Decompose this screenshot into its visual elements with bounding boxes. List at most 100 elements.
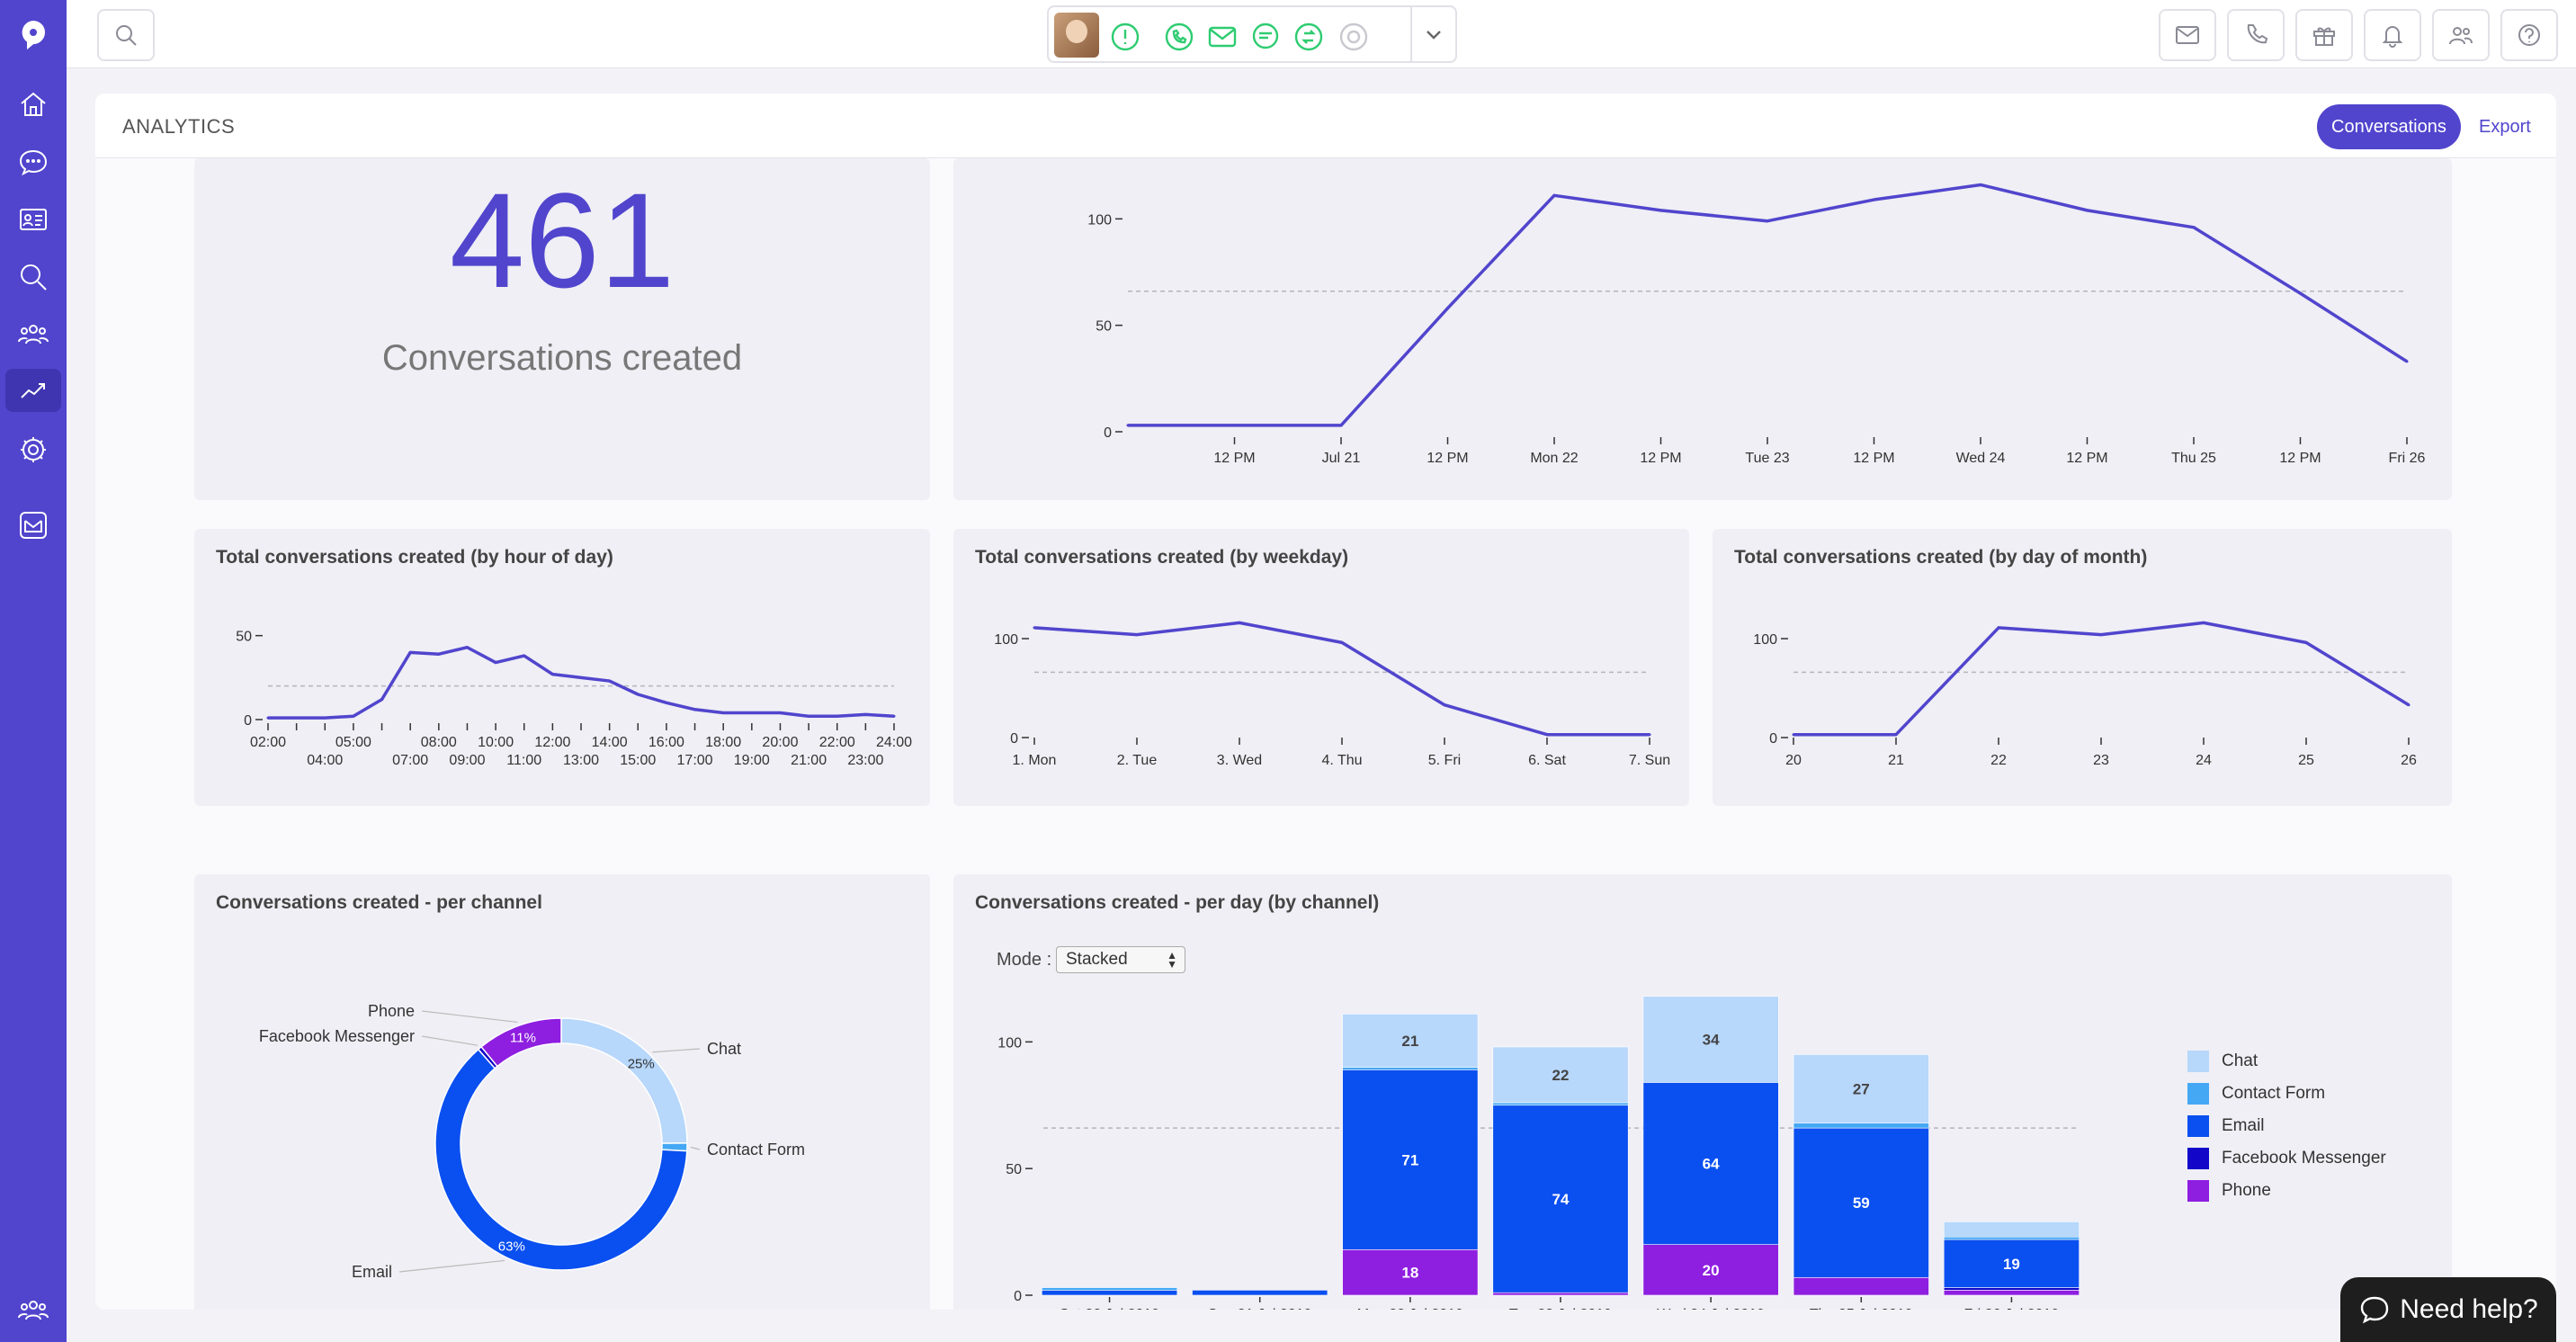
data-point <box>1126 424 1130 427</box>
legend-item[interactable]: Phone <box>2187 1175 2386 1207</box>
data-point <box>2192 226 2196 229</box>
bar-segment <box>1042 1287 1178 1291</box>
email-button[interactable] <box>2159 9 2216 61</box>
data-point <box>1238 621 1241 624</box>
email-icon[interactable] <box>1207 22 1238 52</box>
x-tick-label: 19:00 <box>734 753 770 768</box>
notifications-button[interactable] <box>2364 9 2421 61</box>
x-tick-label: Mon 22 <box>1530 451 1578 466</box>
bar-segment <box>1492 1292 1629 1296</box>
y-tick-label: 0 <box>1010 731 1018 747</box>
x-tick-label: 08:00 <box>421 735 457 750</box>
x-tick-label: Wed 24 <box>1956 451 2006 466</box>
x-tick-label: 04:00 <box>307 753 343 768</box>
conversations-button[interactable]: Conversations <box>2317 104 2461 149</box>
x-tick-label: 11:00 <box>506 753 541 768</box>
bar-segment <box>1943 1221 2080 1238</box>
need-help-button[interactable]: Need help? <box>2340 1277 2556 1342</box>
inbox-icon[interactable] <box>12 504 55 547</box>
sidebar <box>0 0 67 1342</box>
analytics-icon[interactable] <box>5 369 61 412</box>
legend-label: Facebook Messenger <box>259 1027 415 1045</box>
bar-segment <box>1492 1105 1629 1293</box>
y-tick-label: 100 <box>1087 212 1112 228</box>
leader-line <box>421 1010 518 1024</box>
data-point <box>523 654 526 658</box>
y-tick-label: 50 <box>1006 1162 1022 1177</box>
transfer-icon[interactable] <box>1293 22 1324 52</box>
x-tick-label: 21 <box>1888 753 1904 768</box>
export-button[interactable]: Export <box>2479 117 2531 137</box>
x-tick-label: 25 <box>2298 753 2314 768</box>
users-button[interactable] <box>2432 9 2490 61</box>
y-tick-label: 50 <box>236 630 252 645</box>
bar-segment <box>1943 1287 2080 1291</box>
per-day-stacked-bar-chart: 0 50 100 Sat 20 Jul 2019 Sun 21 Jul 2019 18 71… <box>997 996 2080 1310</box>
analytics-header: ANALYTICS Conversations Export <box>95 94 2556 158</box>
phone-button[interactable] <box>2227 9 2285 61</box>
x-tick-label: 3. Wed <box>1217 753 1262 768</box>
global-search-button[interactable] <box>97 9 155 61</box>
per-channel-panel: Conversations created - per channel 25% C… <box>194 874 930 1310</box>
data-label: 27 <box>1853 1080 1870 1097</box>
data-point <box>863 712 867 716</box>
bar-segment <box>1943 1290 2080 1296</box>
available-icon[interactable] <box>1110 22 1140 52</box>
y-tick-label: 100 <box>1753 632 1777 648</box>
data-point <box>636 693 640 696</box>
offline-icon[interactable] <box>1338 22 1369 52</box>
users-icon <box>2449 27 2473 45</box>
legend-item[interactable]: Facebook Messenger <box>2187 1142 2386 1175</box>
gift-button[interactable] <box>2295 9 2353 61</box>
data-point <box>323 716 326 720</box>
legend-label: Email <box>352 1263 392 1281</box>
bar-segment <box>1192 1290 1328 1296</box>
x-tick-label: 6. Sat <box>1528 753 1566 768</box>
x-tick-label: 15:00 <box>620 753 656 768</box>
pie-slice <box>560 1017 688 1144</box>
search-icon[interactable] <box>12 255 55 299</box>
chart-title: Total conversations created (by hour of … <box>216 547 613 568</box>
data-label: 19 <box>2003 1256 2020 1273</box>
legend-item[interactable]: Chat <box>2187 1045 2386 1078</box>
x-tick-label: Thu 25 <box>2171 451 2216 466</box>
data-point <box>665 701 668 704</box>
data-point <box>2407 703 2411 707</box>
status-dropdown-toggle[interactable] <box>1410 7 1455 61</box>
legend-label: Chat <box>2222 1051 2258 1070</box>
x-tick-label: 09:00 <box>449 753 485 768</box>
data-point <box>295 716 299 720</box>
chat-icon[interactable] <box>1250 22 1281 52</box>
chat-bubble-icon <box>2361 1296 2389 1324</box>
data-point <box>352 714 355 718</box>
avatar[interactable] <box>1054 13 1099 58</box>
team-icon[interactable] <box>12 313 55 356</box>
day-of-month-line-chart: 0 100 20 21 22 23 24 25 26 <box>1753 621 2417 768</box>
legend-item[interactable]: Contact Form <box>2187 1078 2386 1110</box>
agent-status-selector[interactable] <box>1047 5 1457 63</box>
chat-bubble-icon[interactable] <box>12 140 55 183</box>
data-label: 20 <box>1703 1262 1720 1279</box>
x-tick-label: 02:00 <box>250 735 286 750</box>
y-tick-label: 50 <box>1096 319 1112 335</box>
mode-select[interactable]: Stacked ▲ ▼ <box>1056 946 1185 973</box>
data-point <box>2304 640 2308 644</box>
people-icon[interactable] <box>12 1288 55 1331</box>
help-button[interactable] <box>2500 9 2558 61</box>
settings-icon[interactable] <box>12 428 55 471</box>
data-point <box>437 652 441 656</box>
logo-icon[interactable] <box>12 13 55 56</box>
x-tick-label: 21:00 <box>791 753 827 768</box>
x-tick-label: Sun 21 Jul 2019 <box>1208 1307 1312 1310</box>
data-point <box>2405 360 2409 363</box>
phone-icon[interactable] <box>1164 22 1194 52</box>
contacts-card-icon[interactable] <box>12 198 55 241</box>
chart-title: Conversations created - per day (by chan… <box>975 892 1380 913</box>
home-icon[interactable] <box>12 83 55 126</box>
bar-segment <box>1943 1239 2080 1288</box>
page-title: ANALYTICS <box>122 115 236 138</box>
legend-item[interactable]: Email <box>2187 1110 2386 1142</box>
bar-segment <box>1342 1069 1479 1250</box>
legend-label: Phone <box>368 1002 415 1020</box>
bar-segment <box>1642 1082 1779 1245</box>
